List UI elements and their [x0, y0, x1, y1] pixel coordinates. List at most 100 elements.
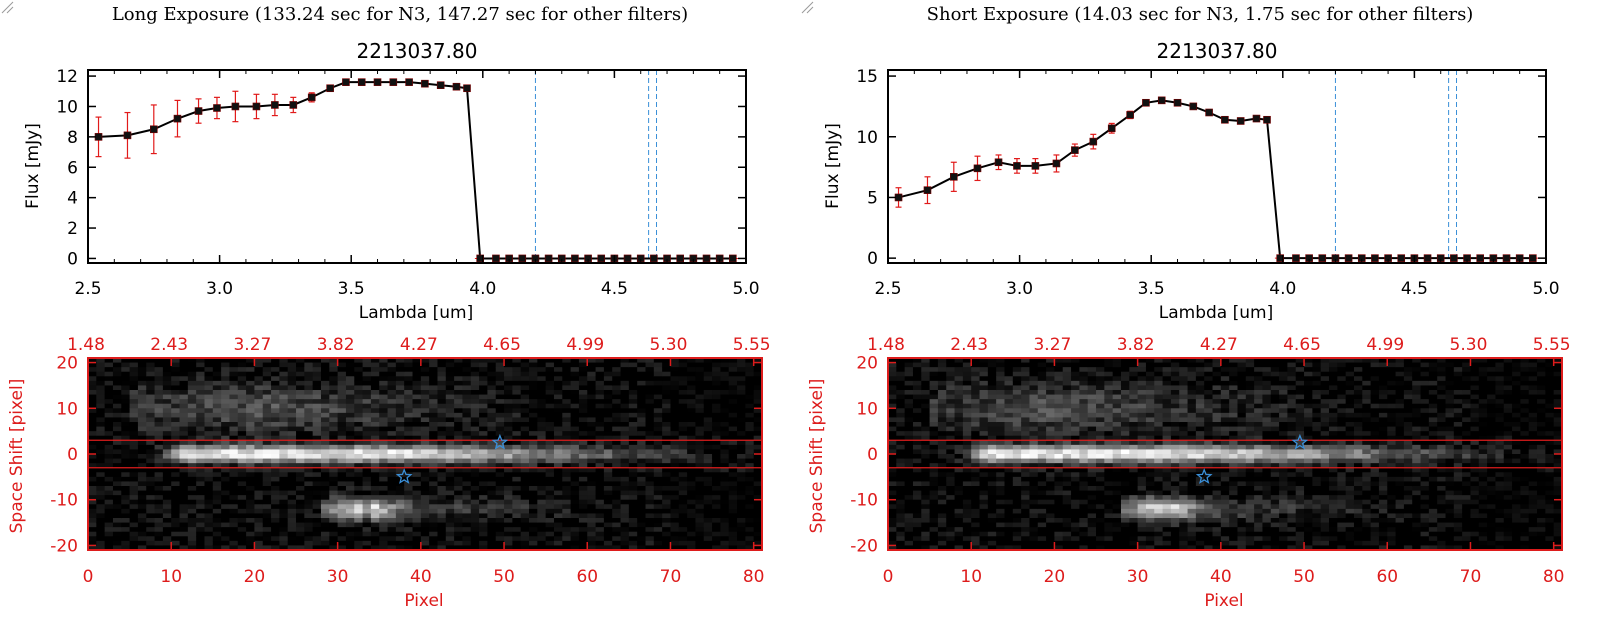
image-pixel	[179, 531, 189, 537]
image-pixel	[362, 362, 372, 368]
image-pixel	[896, 522, 906, 528]
image-pixel	[603, 522, 613, 528]
image-pixel	[1037, 490, 1047, 496]
image-pixel	[129, 522, 139, 528]
image-pixel	[728, 458, 738, 464]
image-pixel	[570, 412, 580, 418]
image-pixel	[745, 504, 755, 510]
image-pixel	[595, 472, 605, 478]
image-pixel	[937, 362, 947, 368]
flux-series-line	[98, 81, 733, 260]
image-pixel	[262, 394, 272, 400]
image-pixel	[720, 527, 730, 533]
image-pixel	[329, 545, 339, 551]
image-pixel	[121, 390, 131, 396]
image-pixel	[578, 358, 588, 364]
image-pixel	[262, 513, 272, 519]
image-pixel	[595, 367, 605, 373]
image-pixel	[237, 403, 247, 409]
image-pixel	[570, 513, 580, 519]
image-pixel	[637, 495, 647, 501]
image-pixel	[896, 362, 906, 368]
image-pixel	[695, 449, 705, 455]
image-pixel	[271, 490, 280, 496]
image-pixel	[187, 463, 197, 469]
image-pixel	[695, 435, 705, 441]
image-pixel	[1029, 499, 1039, 505]
image-pixel	[495, 408, 505, 414]
image-pixel	[345, 472, 355, 478]
image-pixel	[921, 467, 931, 473]
image-pixel	[362, 495, 372, 501]
image-pixel	[196, 380, 205, 386]
image-pixel	[237, 522, 247, 528]
image-pixel	[1087, 499, 1097, 505]
image-pixel	[429, 412, 438, 418]
image-pixel	[703, 472, 713, 478]
image-pixel	[154, 490, 164, 496]
image-pixel	[212, 545, 222, 551]
image-pixel	[1021, 390, 1030, 396]
image-pixel	[404, 486, 414, 492]
image-pixel	[745, 449, 755, 455]
image-pixel	[112, 522, 122, 528]
image-pixel	[921, 531, 931, 537]
image-pixel	[320, 536, 330, 542]
image-pixel	[562, 394, 572, 400]
image-pixel	[745, 385, 755, 391]
image-pixel	[129, 362, 139, 368]
image-pixel	[287, 536, 297, 542]
image-pixel	[379, 408, 389, 414]
image-pixel	[420, 545, 430, 551]
image-pixel	[404, 417, 414, 423]
image-pixel	[570, 518, 580, 524]
image-pixel	[512, 458, 522, 464]
image-pixel	[645, 444, 655, 450]
image-pixel	[587, 545, 597, 551]
image-pixel	[653, 495, 663, 501]
image-pixel	[1029, 486, 1039, 492]
image-pixel	[578, 531, 588, 537]
image-pixel	[345, 486, 355, 492]
image-pixel	[262, 358, 272, 364]
image-pixel	[454, 472, 463, 478]
image-pixel	[254, 371, 264, 377]
image-pixel	[121, 449, 131, 455]
image-pixel	[637, 394, 647, 400]
image-pixel	[562, 399, 572, 405]
image-pixel	[912, 463, 922, 469]
image-pixel	[429, 362, 438, 368]
image-pixel	[720, 499, 730, 505]
image-pixel	[146, 444, 156, 450]
image-pixel	[628, 522, 638, 528]
image-pixel	[162, 536, 172, 542]
image-pixel	[312, 495, 322, 501]
image-pixel	[379, 458, 389, 464]
image-pixel	[1096, 435, 1105, 441]
image-pixel	[570, 394, 580, 400]
image-pixel	[1054, 385, 1064, 391]
image-pixel	[753, 362, 763, 368]
image-pixel	[520, 504, 530, 510]
image-pixel	[495, 508, 505, 514]
image-pixel	[645, 527, 655, 533]
image-pixel	[1021, 531, 1030, 537]
image-pixel	[603, 431, 613, 437]
image-pixel	[962, 481, 972, 487]
image-pixel	[728, 531, 738, 537]
image-pixel	[1104, 422, 1114, 428]
image-pixel	[296, 371, 305, 377]
image-pixel	[154, 454, 164, 460]
image-pixel	[479, 481, 488, 487]
image-pixel	[487, 385, 497, 391]
image-pixel	[545, 390, 555, 396]
image-pixel	[279, 385, 289, 391]
image-pixel	[412, 486, 422, 492]
resize-grip-icon[interactable]	[0, 0, 14, 14]
image-pixel	[912, 449, 922, 455]
image-pixel	[562, 527, 572, 533]
image-pixel	[745, 467, 755, 473]
image-pixel	[695, 390, 705, 396]
image-pixel	[337, 467, 347, 473]
image-pixel	[187, 495, 197, 501]
